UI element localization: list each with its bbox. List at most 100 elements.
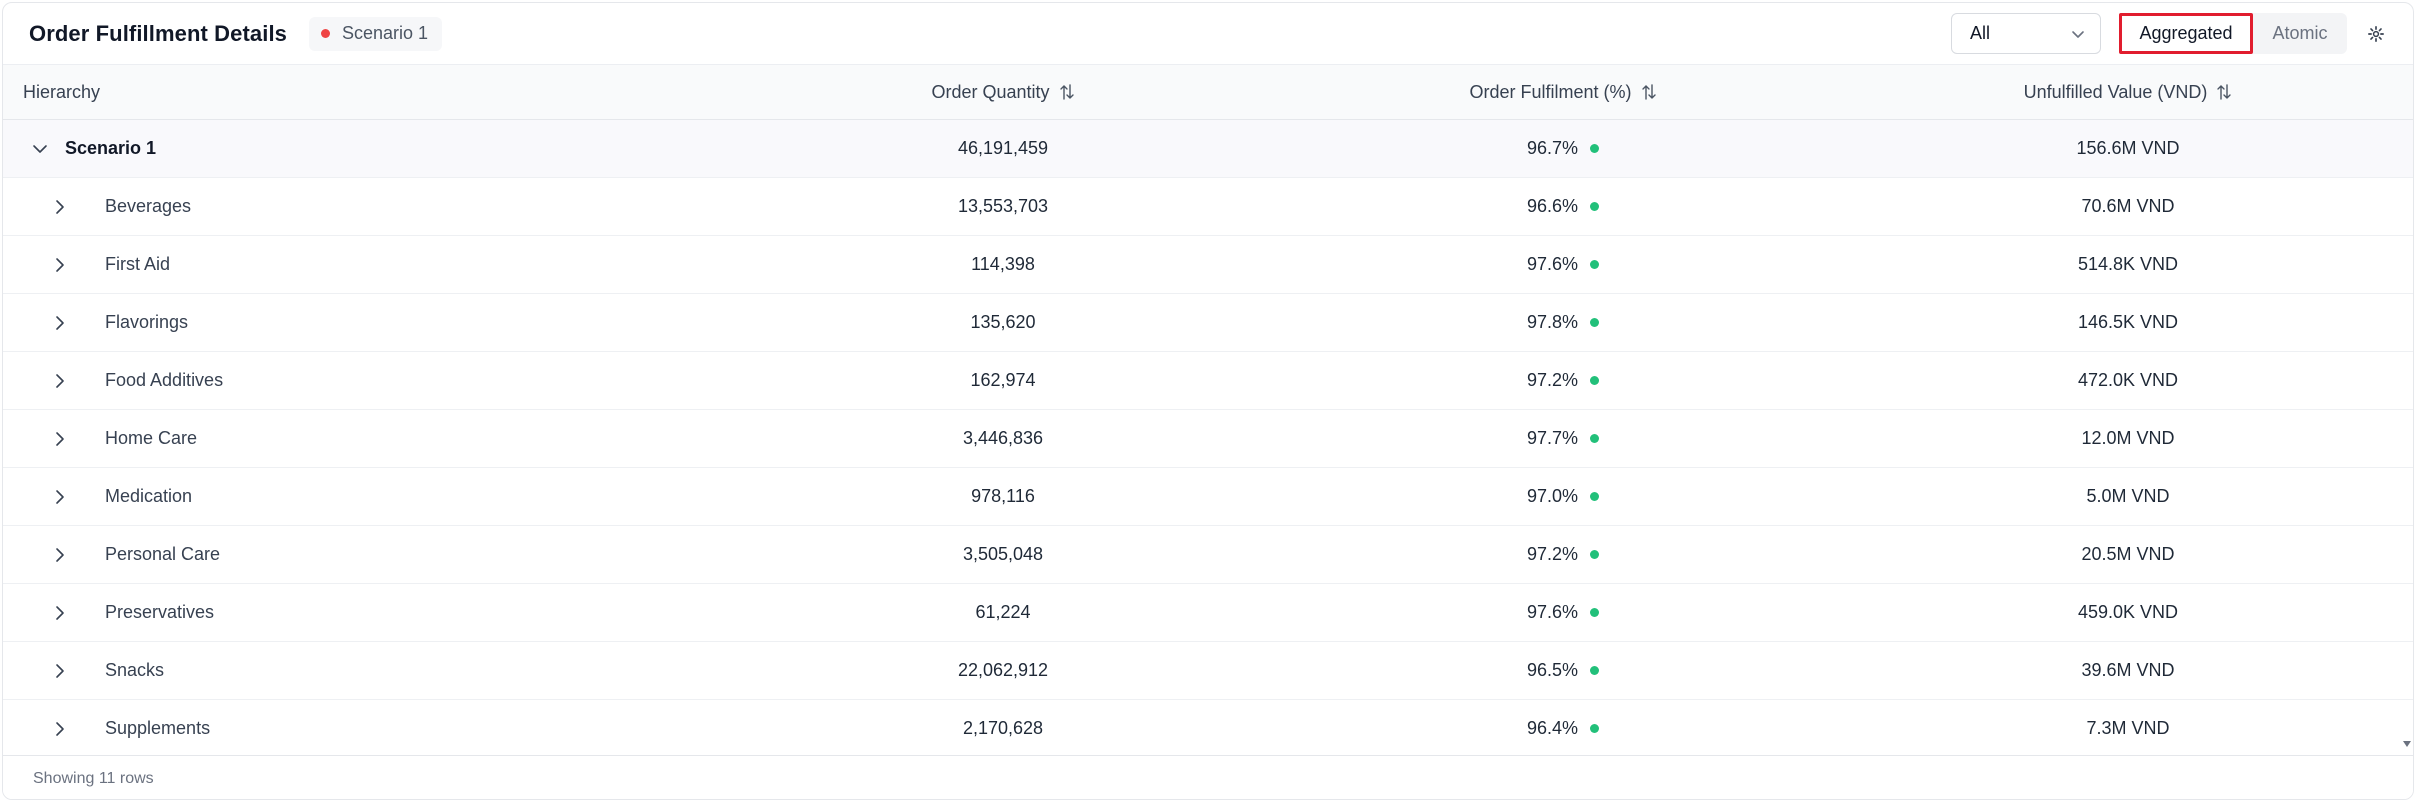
chevron-right-icon[interactable]: [51, 256, 69, 274]
status-good-dot: [1590, 550, 1600, 559]
chevron-down-icon: [2072, 30, 2084, 38]
column-header-order-quantity[interactable]: Order Quantity: [723, 82, 1283, 103]
table-row[interactable]: Beverages 13,553,703 96.6% 70.6M VND: [3, 178, 2413, 236]
status-good-dot: [1590, 434, 1600, 443]
column-header-order-quantity-label: Order Quantity: [931, 81, 1050, 102]
fulfilment-value: 96.7%: [1526, 138, 1579, 158]
order-fulfilment-cell: 97.7%: [1283, 428, 1843, 449]
fulfilment-value-wrap: 96.7%: [1526, 138, 1600, 159]
fulfilment-value: 97.2%: [1526, 370, 1579, 390]
sort-icon[interactable]: [1641, 83, 1657, 101]
fulfilment-value-wrap: 97.0%: [1527, 486, 1600, 507]
chevron-right-icon[interactable]: [51, 372, 69, 390]
column-header-order-fulfilment[interactable]: Order Fulfilment (%): [1283, 82, 1843, 103]
filter-select[interactable]: All: [1951, 13, 2101, 54]
gear-icon[interactable]: [2365, 23, 2387, 45]
order-quantity-cell: 2,170,628: [962, 718, 1044, 738]
table-row-scenario-1[interactable]: Scenario 1 46,191,459 96.7% 156.6M VND: [3, 120, 2413, 178]
chevron-right-icon[interactable]: [51, 546, 69, 564]
fulfilment-value: 97.8%: [1526, 312, 1579, 332]
fulfilment-value: 97.6%: [1526, 254, 1579, 274]
order-quantity-cell: 135,620: [970, 312, 1036, 332]
column-header-unfulfilled-value-label: Unfulfilled Value (VND): [2023, 81, 2208, 102]
order-fulfilment-cell: 97.2%: [1283, 370, 1843, 391]
chevron-down-icon[interactable]: [31, 140, 49, 158]
column-header-hierarchy: Hierarchy: [23, 81, 101, 102]
status-good-dot: [1590, 202, 1600, 211]
order-fulfilment-cell: 96.6%: [1283, 196, 1843, 217]
chevron-right-icon[interactable]: [51, 198, 69, 216]
row-label: Food Additives: [105, 370, 224, 390]
column-header-unfulfilled-value[interactable]: Unfulfilled Value (VND): [1843, 82, 2413, 103]
atomic-toggle-button[interactable]: Atomic: [2253, 13, 2347, 54]
table-row[interactable]: First Aid 114,398 97.6% 514.8K VND: [3, 236, 2413, 294]
order-quantity-cell: 162,974: [970, 370, 1036, 390]
status-good-dot: [1590, 376, 1600, 385]
table-row[interactable]: Snacks 22,062,912 96.5% 39.6M VND: [3, 642, 2413, 700]
unfulfilled-value-cell: 472.0K VND: [2077, 370, 2179, 390]
hierarchy-cell: First Aid: [3, 254, 723, 275]
status-good-dot: [1590, 492, 1600, 501]
row-label: Home Care: [105, 428, 198, 448]
hierarchy-cell: Personal Care: [3, 544, 723, 565]
chevron-right-icon[interactable]: [51, 720, 69, 738]
table-row[interactable]: Personal Care 3,505,048 97.2% 20.5M VND: [3, 526, 2413, 584]
row-label: Beverages: [105, 196, 192, 216]
fulfilment-value-wrap: 96.4%: [1527, 718, 1600, 739]
order-quantity-cell: 3,446,836: [962, 428, 1044, 448]
unfulfilled-value-cell: 459.0K VND: [2077, 602, 2179, 622]
order-fulfilment-cell: 97.6%: [1283, 602, 1843, 623]
fulfilment-value: 96.6%: [1526, 196, 1579, 216]
table-row[interactable]: Food Additives 162,974 97.2% 472.0K VND: [3, 352, 2413, 410]
sort-icon[interactable]: [1059, 83, 1075, 101]
unfulfilled-value-cell: 39.6M VND: [2081, 660, 2175, 680]
aggregated-toggle-button[interactable]: Aggregated: [2119, 13, 2253, 54]
table-row[interactable]: Supplements 2,170,628 96.4% 7.3M VND: [3, 700, 2413, 758]
unfulfilled-value-cell: 7.3M VND: [2086, 718, 2170, 738]
scroll-down-arrow[interactable]: [2403, 741, 2411, 747]
fulfilment-value-wrap: 96.6%: [1526, 196, 1600, 217]
chevron-right-icon[interactable]: [51, 314, 69, 332]
table-row[interactable]: Preservatives 61,224 97.6% 459.0K VND: [3, 584, 2413, 642]
order-fulfilment-cell: 97.6%: [1283, 254, 1843, 275]
sort-icon[interactable]: [2216, 83, 2232, 101]
unfulfilled-value-cell: 146.5K VND: [2077, 312, 2179, 332]
fulfilment-value: 96.5%: [1526, 660, 1579, 680]
hierarchy-cell: Beverages: [3, 196, 723, 217]
order-fulfilment-cell: 96.5%: [1283, 660, 1843, 681]
chevron-right-icon[interactable]: [51, 430, 69, 448]
row-label: Supplements: [105, 718, 211, 738]
chevron-right-icon[interactable]: [51, 604, 69, 622]
order-quantity-cell: 3,505,048: [962, 544, 1044, 564]
table-row[interactable]: Medication 978,116 97.0% 5.0M VND: [3, 468, 2413, 526]
table-row[interactable]: Home Care 3,446,836 97.7% 12.0M VND: [3, 410, 2413, 468]
fulfilment-value-wrap: 96.5%: [1526, 660, 1600, 681]
order-quantity-cell: 22,062,912: [957, 660, 1049, 680]
unfulfilled-value-cell: 70.6M VND: [2081, 196, 2175, 216]
table-body: Scenario 1 46,191,459 96.7% 156.6M VND B…: [3, 120, 2413, 758]
chevron-right-icon[interactable]: [51, 488, 69, 506]
status-good-dot: [1590, 724, 1600, 733]
fulfilment-value-wrap: 97.2%: [1527, 544, 1600, 565]
table-footer: Showing 11 rows: [3, 755, 2413, 799]
hierarchy-cell: Food Additives: [3, 370, 723, 391]
status-good-dot: [1590, 144, 1600, 153]
fulfilment-value-wrap: 97.7%: [1527, 428, 1600, 449]
order-fulfilment-cell: 96.4%: [1283, 718, 1843, 739]
column-header-order-fulfilment-label: Order Fulfilment (%): [1469, 81, 1632, 102]
unfulfilled-value-cell: 5.0M VND: [2086, 486, 2170, 506]
row-label: Medication: [105, 486, 193, 506]
hierarchy-cell: Snacks: [3, 660, 723, 681]
order-fulfilment-cell: 97.2%: [1283, 544, 1843, 565]
order-quantity-cell: 46,191,459: [957, 138, 1049, 158]
table-row[interactable]: Flavorings 135,620 97.8% 146.5K VND: [3, 294, 2413, 352]
row-label: Scenario 1: [65, 138, 157, 158]
row-label: Personal Care: [105, 544, 221, 564]
row-label: Flavorings: [105, 312, 189, 332]
order-fulfilment-cell: 96.7%: [1283, 138, 1843, 159]
order-quantity-cell: 114,398: [971, 254, 1035, 274]
view-toggle: Aggregated Atomic: [2119, 13, 2347, 54]
order-fulfilment-cell: 97.8%: [1283, 312, 1843, 333]
chevron-right-icon[interactable]: [51, 662, 69, 680]
fulfilment-value: 97.6%: [1526, 602, 1579, 622]
